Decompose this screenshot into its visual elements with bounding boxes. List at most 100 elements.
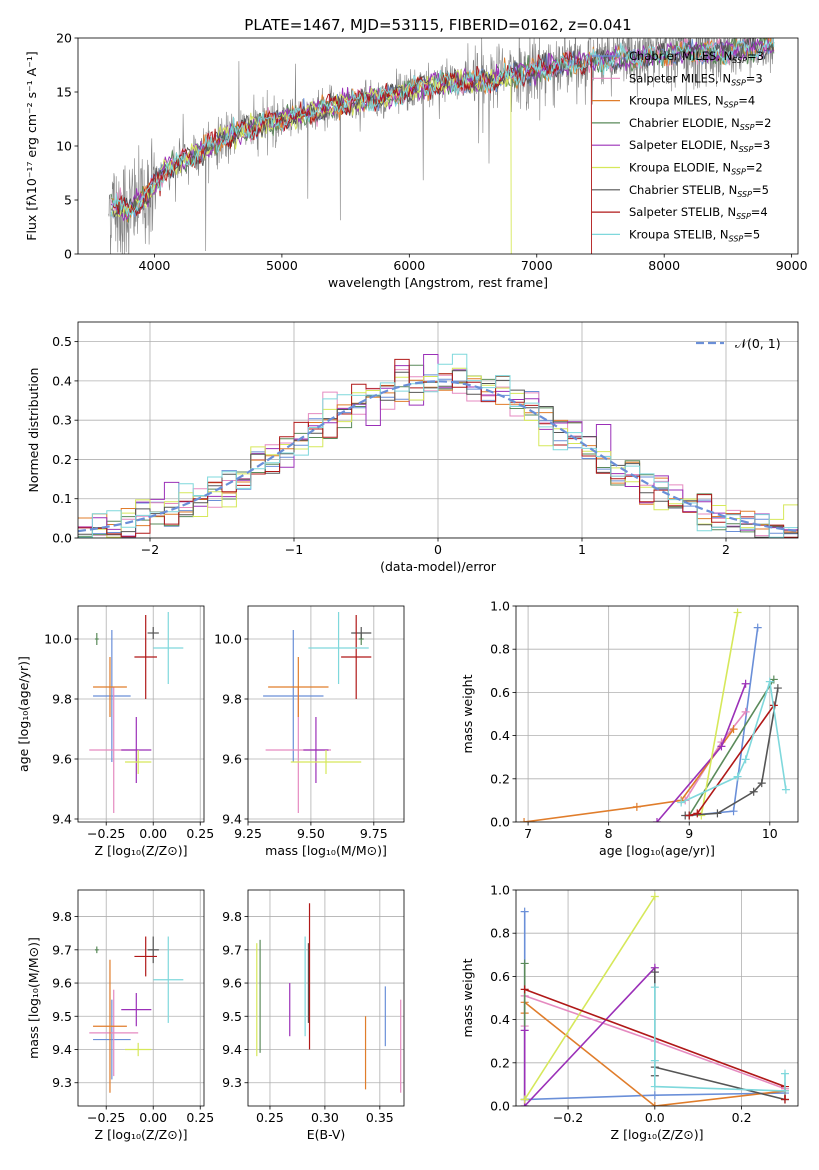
y-tick-label: 9.8: [222, 692, 242, 707]
age_vs_mass-axes: 9.25 9.50 9.75 9.4 9.6 9.8 10.0 mass [log₁₀(M/M…: [214, 605, 405, 858]
y-tick-label: 20: [56, 31, 72, 46]
y-axis-label: mass weight: [460, 958, 475, 1037]
x-tick-label: 0: [434, 542, 442, 557]
y-tick-label: 0.8: [490, 926, 510, 941]
weight-marker: [520, 959, 529, 968]
chart-title: PLATE=1467, MJD=53115, FIBERID=0162, z=0…: [244, 16, 631, 34]
y-tick-label: 9.5: [222, 1009, 242, 1024]
y-tick-label: 9.5: [52, 1009, 72, 1024]
weight-marker: [733, 608, 742, 617]
legend-entry: Kroupa ELODIE, NSSP=2: [629, 161, 763, 177]
weight-line: [653, 972, 786, 1101]
x-axis-label: Z [log₁₀(Z/Z⊙)]: [611, 1127, 704, 1142]
y-tick-label: 9.4: [222, 1042, 242, 1057]
age_vs_Z-plot: [78, 606, 204, 822]
weight-marker: [650, 1091, 659, 1100]
legend-entry: Chabrier MILES, NSSP=3: [629, 49, 764, 65]
y-tick-label: 5: [64, 193, 72, 208]
x-tick-label: 2: [722, 542, 730, 557]
y-tick-label: 10: [56, 139, 72, 154]
axes-frame: [77, 37, 799, 255]
y-axis-label: age [log₁₀(age/yr)]: [16, 656, 31, 772]
weight-marker: [780, 1069, 789, 1078]
weight_vs_Z-axes: −0.2 0.0 0.2 0.0 0.2 0.4 0.6 0.8 1.0 Z [log₁₀(Z/Z…: [460, 883, 799, 1142]
axes-frame: [247, 889, 405, 1107]
weight-marker: [769, 675, 778, 684]
y-tick-label: 10.0: [214, 632, 242, 647]
weight-line: [523, 728, 735, 822]
weight-marker: [650, 968, 659, 977]
y-tick-label: 0.8: [490, 642, 510, 657]
legend-entry: Salpeter ELODIE, NSSP=3: [629, 138, 770, 154]
y-tick-label: 1.0: [490, 883, 510, 898]
y-tick-label: 9.8: [52, 692, 72, 707]
weight-line: [524, 896, 656, 1100]
weight-marker: [520, 1026, 529, 1035]
weight-marker: [749, 787, 758, 796]
weight_vs_age-plot: [516, 606, 798, 822]
model-line: [110, 38, 775, 218]
weight-line: [685, 687, 779, 817]
x-tick-label: 9.25: [234, 826, 262, 841]
y-tick-label: 0.3: [52, 413, 72, 428]
legend-entry: Chabrier STELIB, NSSP=5: [629, 183, 769, 199]
weight-marker: [520, 1095, 529, 1104]
weight-marker: [780, 1086, 789, 1095]
y-tick-label: 1.0: [490, 599, 510, 614]
y-tick-label: 0.0: [490, 815, 510, 830]
y-tick-label: 9.6: [52, 752, 72, 767]
y-axis-label: Flux [fλ10⁻¹⁷ erg cm⁻² s⁻¹ A⁻¹]: [24, 51, 39, 240]
weight-marker: [713, 809, 722, 818]
y-tick-label: 0.4: [490, 728, 510, 743]
y-tick-label: 0.2: [490, 771, 510, 786]
weight-line: [523, 965, 656, 1106]
y-tick-label: 10.0: [44, 632, 72, 647]
x-axis-label: (data-model)/error: [380, 559, 497, 574]
observed-spectrum: [108, 38, 775, 254]
legend-entry: Kroupa MILES, NSSP=4: [629, 94, 755, 110]
axes-frame: [515, 889, 799, 1107]
y-tick-label: 9.6: [52, 976, 72, 991]
weight-marker: [650, 1102, 659, 1106]
weight_vs_Z-plot: [516, 890, 798, 1106]
weight-marker: [650, 1082, 659, 1091]
weight-line: [688, 678, 775, 816]
x-axis-label: Z [log₁₀(Z/Z⊙)]: [95, 1127, 188, 1142]
y-tick-label: 9.3: [52, 1075, 72, 1090]
x-tick-label: 1: [578, 542, 586, 557]
y-tick-label: 0.5: [52, 334, 72, 349]
weight-marker: [780, 1095, 789, 1104]
x-tick-label: 0.00: [139, 826, 167, 841]
x-axis-label: wavelength [Angstrom, rest frame]: [328, 275, 548, 290]
x-tick-label: 9: [685, 826, 693, 841]
weight-marker: [729, 807, 738, 816]
weight-marker: [773, 684, 782, 693]
x-tick-label: 5000: [266, 258, 298, 273]
weight-marker: [650, 983, 659, 992]
y-tick-label: 9.6: [222, 752, 242, 767]
legend-entry: Chabrier ELODIE, NSSP=2: [629, 116, 771, 132]
weight-marker: [781, 785, 790, 794]
weight-marker: [717, 742, 726, 751]
x-tick-label: 0.25: [186, 826, 214, 841]
axes-frame: [77, 605, 205, 823]
legend-entry: 𝒩(0, 1): [735, 336, 781, 351]
mass_vs_Z-plot: [78, 890, 204, 1106]
x-axis-label: mass [log₁₀(M/M⊙)]: [265, 843, 387, 858]
age_vs_Z-axes: −0.25 0.00 0.25 9.4 9.6 9.8 10.0 Z [log₁₀(Z/Z⊙)…: [16, 605, 214, 858]
x-tick-label: 10: [762, 826, 778, 841]
weight-marker: [650, 892, 659, 901]
y-tick-label: 0.0: [490, 1099, 510, 1114]
weight-marker: [520, 907, 529, 916]
gaussian-curve: [78, 380, 798, 533]
residuals-plot: [78, 322, 798, 538]
residual-histogram: [78, 353, 798, 538]
y-tick-label: 9.4: [222, 812, 242, 827]
weight-marker: [765, 677, 774, 686]
weight-marker: [729, 725, 738, 734]
y-tick-label: 0.0: [52, 531, 72, 546]
weight-marker: [632, 802, 641, 811]
axes-frame: [515, 605, 799, 823]
y-tick-label: 0.2: [52, 452, 72, 467]
